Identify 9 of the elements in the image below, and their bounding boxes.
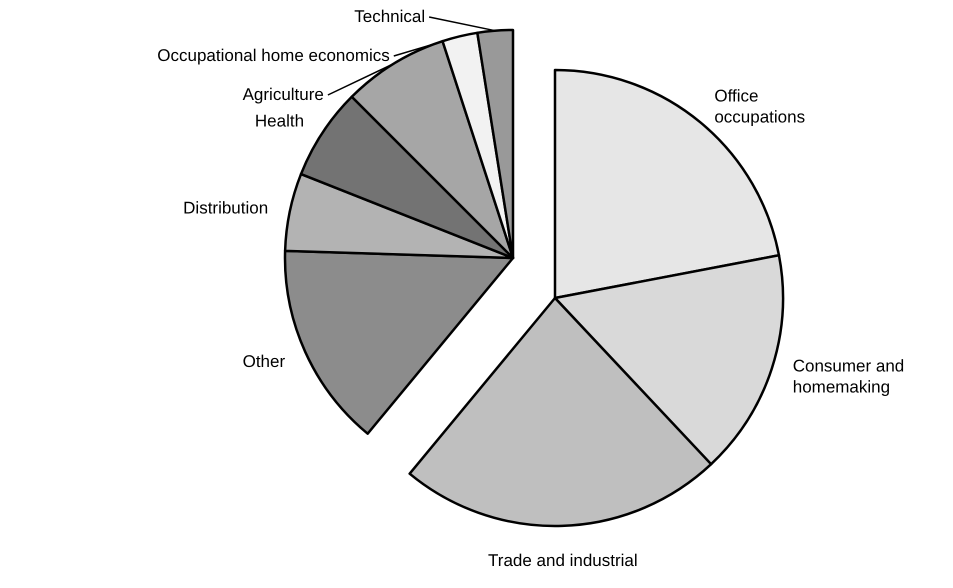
slice-label: Office occupations: [714, 86, 806, 126]
slice-label: Distribution: [183, 198, 268, 218]
slice-label: Agriculture: [242, 85, 324, 104]
slice-label: Other: [242, 352, 286, 371]
slice-label: Trade and industrial: [488, 550, 638, 570]
slice-label: Health: [254, 112, 304, 131]
slice-label: Consumer and homemaking: [792, 356, 904, 396]
slice-label: Occupational home economics: [157, 46, 390, 65]
slice-label: Technical: [354, 7, 426, 26]
